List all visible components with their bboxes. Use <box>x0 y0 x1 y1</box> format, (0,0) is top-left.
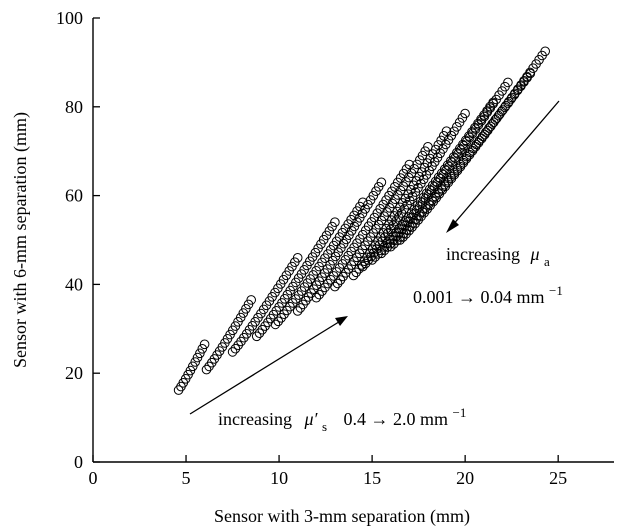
data-point <box>398 228 409 239</box>
data-point <box>230 343 241 354</box>
data-point <box>395 235 405 245</box>
mua-symbol: μ <box>529 244 539 264</box>
annotation-mus: increasing μ′ s 0.4 → 2.0 mm −1 <box>189 316 466 435</box>
data-point <box>379 242 390 252</box>
data-point <box>540 46 551 57</box>
data-point <box>201 364 212 375</box>
data-point <box>195 348 205 359</box>
data-point <box>401 229 411 239</box>
data-point <box>330 217 340 227</box>
data-point <box>419 207 430 218</box>
data-point <box>348 270 359 281</box>
data-point <box>311 292 322 303</box>
mus-range-text: 0.4 → 2.0 mm <box>344 409 449 429</box>
data-point <box>270 319 281 330</box>
mua-range: 0.001 → 0.04 mm −1 <box>413 283 563 307</box>
data-point <box>376 177 387 188</box>
data-point <box>332 278 343 289</box>
mua-subscript: a <box>544 254 550 269</box>
data-point <box>407 222 417 232</box>
y-tick-label: 20 <box>65 363 83 383</box>
x-axis-label: Sensor with 3-mm separation (mm) <box>214 506 470 527</box>
mua-prefix: increasing <box>446 244 520 264</box>
mua-range-sup: −1 <box>549 283 563 298</box>
mua-range-text: 0.001 → 0.04 mm <box>413 287 545 307</box>
data-point <box>395 232 406 242</box>
data-point <box>292 252 303 263</box>
data-point <box>257 324 268 335</box>
data-point <box>251 331 262 342</box>
data-point <box>373 249 384 259</box>
data-point <box>295 303 306 313</box>
data-point <box>190 357 200 367</box>
x-tick-label: 15 <box>363 468 381 488</box>
mua-label: increasing μ a <box>446 244 550 269</box>
data-point <box>503 77 513 88</box>
x-tick-label: 0 <box>89 468 98 488</box>
mus-subscript: s <box>322 419 327 434</box>
data-point <box>376 248 387 259</box>
y-tick-label: 80 <box>65 97 83 117</box>
y-tick-label: 0 <box>74 452 83 472</box>
mus-prefix: increasing <box>218 409 292 429</box>
x-tick-label: 5 <box>182 468 191 488</box>
data-point <box>246 295 256 305</box>
mus-symbol: μ′ <box>303 409 318 429</box>
arrowhead-mus <box>335 316 348 326</box>
x-tick-label: 25 <box>549 468 567 488</box>
data-points <box>173 46 551 395</box>
arrowhead-mua <box>446 219 459 233</box>
mus-label: increasing μ′ s 0.4 → 2.0 mm −1 <box>218 405 466 435</box>
x-tick-label: 20 <box>456 468 474 488</box>
data-point <box>197 344 208 354</box>
y-axis-label: Sensor with 6-mm separation (mm) <box>10 112 31 368</box>
data-point <box>273 316 284 327</box>
data-point <box>254 328 265 339</box>
data-point <box>351 267 362 278</box>
data-point <box>363 255 374 265</box>
arrow-mus <box>189 319 343 415</box>
annotation-mua: increasing μ a 0.001 → 0.04 mm −1 <box>413 100 563 307</box>
x-tick-label: 10 <box>270 468 288 488</box>
y-tick-label: 40 <box>65 274 83 294</box>
y-tick-label: 100 <box>56 8 83 28</box>
data-point <box>385 241 396 252</box>
y-axis-ticks: 0 20 40 60 80 100 <box>56 8 100 472</box>
data-point <box>292 306 303 316</box>
data-point <box>227 347 238 357</box>
data-point <box>367 255 377 265</box>
data-point <box>413 215 424 225</box>
mus-range-sup: −1 <box>453 405 467 420</box>
plot-area: 0 5 10 15 20 25 0 20 40 60 80 100 <box>56 8 614 488</box>
data-point <box>314 289 325 300</box>
data-point <box>460 108 470 119</box>
data-point <box>276 313 287 323</box>
data-point <box>376 245 387 256</box>
data-point <box>398 232 408 242</box>
data-point <box>330 281 340 292</box>
data-point <box>382 238 393 249</box>
y-tick-label: 60 <box>65 186 83 206</box>
data-point <box>410 218 420 229</box>
data-point <box>358 261 368 272</box>
data-point <box>404 225 414 236</box>
data-point <box>199 339 210 350</box>
x-axis-ticks: 0 5 10 15 20 25 <box>89 455 567 488</box>
arrow-mua <box>451 100 560 227</box>
